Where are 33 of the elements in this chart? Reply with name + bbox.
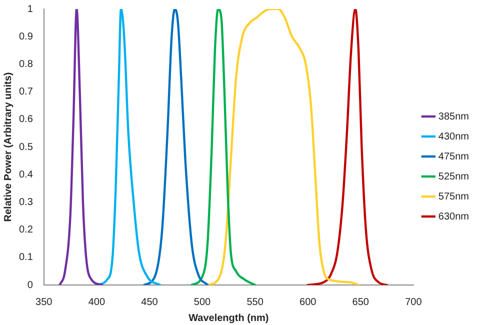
y-axis-title: Relative Power (Arbitrary units)	[2, 72, 14, 222]
legend-label: 475nm	[438, 151, 469, 162]
y-tick-label: 0.1	[18, 252, 34, 264]
y-tick-label: 0.9	[18, 31, 34, 42]
y-tick-label: 1	[27, 4, 34, 15]
y-tick-label: 0.6	[18, 114, 34, 126]
x-tick-label: 650	[352, 296, 370, 308]
y-tick-label: 0.4	[18, 169, 34, 180]
line-series	[206, 9, 360, 285]
line-series	[58, 9, 104, 285]
y-tick-label: 0.8	[18, 58, 34, 70]
x-tick-label: 600	[300, 296, 317, 308]
line-series	[143, 9, 209, 285]
x-tick-label: 550	[246, 296, 264, 308]
y-tick-label: 0.3	[18, 196, 34, 208]
y-tick-label: 0.2	[18, 224, 34, 236]
y-tick-label: 0.7	[18, 86, 34, 98]
y-tick-label: 0	[27, 280, 34, 291]
x-tick-label: 700	[405, 296, 422, 308]
x-tick-label: 350	[36, 296, 53, 308]
x-tick-label: 400	[88, 296, 106, 308]
legend-label: 575nm	[438, 191, 469, 202]
x-tick-label: 500	[194, 296, 212, 308]
line-series	[190, 9, 256, 285]
legend-label: 630nm	[438, 211, 469, 222]
line-series	[96, 9, 162, 285]
y-tick-label: 0.5	[18, 142, 34, 153]
legend-label: 430nm	[438, 131, 469, 142]
line-series	[306, 9, 388, 285]
legend-label: 525nm	[438, 171, 469, 182]
x-tick-label: 450	[141, 296, 158, 308]
x-axis-title: Wavelength (nm)	[188, 312, 269, 324]
legend-label: 385nm	[438, 111, 469, 122]
